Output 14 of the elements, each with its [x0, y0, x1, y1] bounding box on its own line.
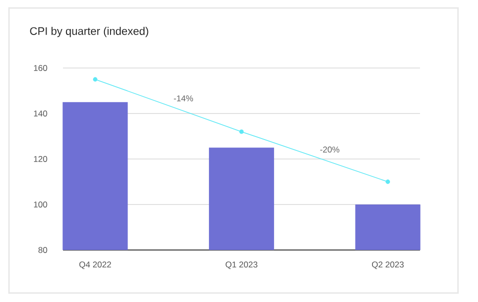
- x-tick-label: Q2 2023: [372, 262, 404, 270]
- y-tick-label: 120: [34, 156, 48, 162]
- y-tick-label: 160: [34, 65, 48, 71]
- y-tick-label: 80: [38, 247, 48, 253]
- x-tick-label: Q1 2023: [226, 262, 258, 270]
- y-tick-label: 100: [34, 202, 48, 208]
- x-tick-label: Q4 2022: [79, 262, 111, 270]
- annotation: -20%: [320, 146, 340, 153]
- point: [239, 130, 244, 134]
- chart-title: CPI by quarter (indexed): [30, 26, 148, 38]
- annotation: -14%: [174, 95, 194, 102]
- point: [386, 180, 390, 184]
- point: [92, 77, 98, 82]
- y-tick-label: 140: [34, 110, 48, 116]
